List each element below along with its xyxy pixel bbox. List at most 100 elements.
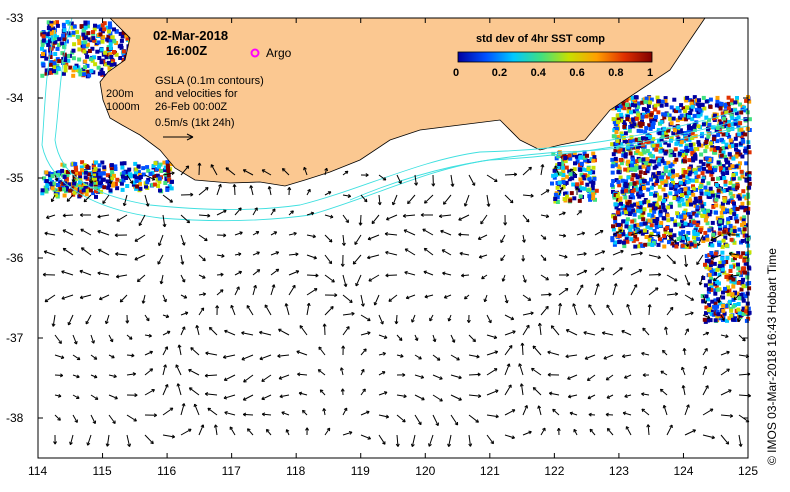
sst-cell [166, 165, 170, 170]
sst-cell [105, 179, 110, 184]
velocity-arrow [284, 303, 290, 316]
sst-cell [70, 25, 75, 30]
sst-cell [660, 130, 664, 135]
velocity-arrow [224, 329, 236, 336]
sst-cell [631, 208, 636, 213]
sst-cell [694, 147, 698, 151]
sst-cell [662, 244, 667, 249]
sst-cell [709, 260, 714, 265]
sst-cell [158, 162, 163, 167]
velocity-arrow [144, 389, 155, 396]
sst-cell [680, 238, 685, 243]
velocity-arrow [682, 347, 687, 356]
sst-cell [69, 21, 74, 26]
velocity-arrow [61, 270, 74, 276]
sst-cell [638, 123, 643, 128]
velocity-arrow [342, 294, 353, 303]
velocity-arrow [504, 384, 512, 396]
sst-cell [633, 151, 638, 155]
velocity-arrow [89, 174, 94, 184]
sst-cell [745, 271, 750, 276]
velocity-arrow [108, 414, 116, 424]
sst-cell [90, 177, 95, 182]
velocity-arrow [594, 250, 606, 256]
velocity-arrow [180, 326, 186, 336]
sst-cell [81, 32, 86, 37]
velocity-arrow [558, 233, 567, 238]
sst-cell [716, 188, 721, 193]
sst-cell [646, 166, 651, 171]
sst-cell [728, 191, 733, 196]
sst-cell [637, 121, 642, 126]
sst-cell [653, 107, 658, 112]
sst-cell [77, 37, 82, 42]
velocity-arrow [480, 214, 488, 225]
sst-cell [77, 182, 82, 187]
sst-cell [703, 218, 708, 223]
sst-cell [735, 185, 740, 190]
velocity-arrow [423, 270, 434, 276]
sst-cell [721, 124, 726, 129]
sst-cell [636, 113, 641, 118]
sst-cell [632, 218, 637, 223]
sst-cell [83, 65, 87, 70]
velocity-arrow [360, 434, 372, 440]
sst-cell [623, 195, 628, 200]
sst-cell [700, 171, 705, 176]
sst-cell [738, 152, 743, 157]
sst-cell [659, 220, 664, 225]
sst-cell [726, 200, 730, 205]
sst-cell [563, 159, 568, 164]
velocity-arrow [684, 234, 690, 247]
sst-cell [653, 103, 658, 108]
sst-cell [698, 108, 703, 113]
sst-cell [106, 60, 111, 65]
sst-cell [706, 132, 711, 137]
velocity-arrow [342, 407, 348, 416]
sst-cell [618, 226, 623, 230]
sst-cell [741, 229, 746, 234]
velocity-arrow [180, 311, 189, 316]
sst-cell [684, 98, 689, 103]
velocity-arrow [565, 329, 578, 336]
sst-cell [45, 184, 50, 188]
sst-cell [78, 171, 82, 176]
velocity-arrow [259, 354, 272, 361]
sst-cell [713, 148, 717, 153]
sst-cell [619, 101, 624, 106]
sst-cell [721, 260, 726, 264]
sst-cell [572, 196, 577, 201]
sst-cell [743, 117, 748, 122]
isobath-label-200m: 200m [106, 88, 134, 100]
sst-cell [555, 185, 560, 190]
sst-cell [652, 229, 657, 233]
sst-cell [109, 166, 114, 171]
isobath-200m [54, 17, 749, 210]
sst-cell [638, 158, 643, 163]
sst-cell [627, 106, 632, 111]
sst-cell [642, 207, 647, 212]
sst-cell [669, 121, 674, 126]
sst-cell [658, 213, 663, 218]
sst-cell [708, 141, 713, 146]
sst-cell [729, 113, 734, 118]
sst-cell [676, 125, 681, 130]
velocity-arrow [297, 372, 308, 377]
sst-cell [592, 176, 597, 181]
sst-cell [159, 169, 164, 173]
info-line-1: GSLA (0.1m contours) [155, 75, 264, 87]
sst-cell [747, 171, 752, 176]
sst-cell [650, 243, 655, 247]
sst-cell [77, 189, 82, 194]
velocity-arrow [684, 404, 690, 416]
sst-cell [648, 203, 653, 208]
x-tick-label: 118 [286, 464, 306, 478]
sst-cell [722, 176, 727, 180]
velocity-arrow [558, 254, 568, 259]
sst-cell [629, 203, 634, 208]
sst-cell [661, 112, 666, 117]
sst-cell [692, 128, 697, 133]
velocity-arrow [702, 347, 708, 356]
sst-cell [594, 188, 599, 193]
